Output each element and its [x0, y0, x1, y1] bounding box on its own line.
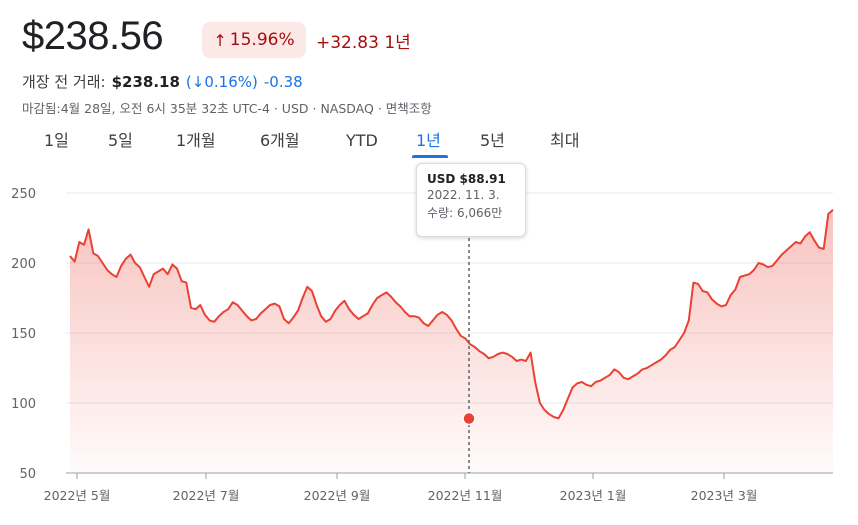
y-tick-label: 100 — [11, 397, 36, 412]
tooltip-date: 2022. 11. 3. — [427, 188, 500, 202]
premarket-row: 개장 전 거래: $238.18 (↓0.16%) -0.38 — [22, 71, 303, 92]
percent-change: 15.96% — [229, 30, 295, 50]
tooltip-price: USD $88.91 — [427, 172, 506, 186]
tab-5d[interactable]: 5일 — [108, 131, 133, 150]
premarket-percent: (↓0.16%) — [185, 73, 258, 91]
y-tick-label: 200 — [11, 257, 36, 272]
x-tick-label: 2023년 1월 — [560, 488, 627, 503]
premarket-label: 개장 전 거래: — [22, 73, 106, 91]
y-tick-label: 250 — [11, 187, 36, 202]
y-tick-label: 50 — [19, 467, 36, 482]
x-tick-label: 2022년 11월 — [428, 488, 503, 503]
x-tick-label: 2022년 5월 — [44, 488, 111, 503]
price-tooltip: USD $88.91 2022. 11. 3. 수량: 6,066만 — [416, 163, 526, 237]
tab-ytd[interactable]: YTD — [346, 131, 378, 150]
tab-1y[interactable]: 1년 — [412, 128, 448, 158]
cursor-point — [462, 411, 476, 426]
absolute-change: +32.83 1년 — [316, 33, 411, 53]
tab-5y[interactable]: 5년 — [480, 131, 505, 150]
premarket-change: -0.38 — [263, 73, 303, 91]
price-line — [69, 209, 834, 420]
tab-1d[interactable]: 1일 — [44, 131, 69, 150]
x-tick-label: 2023년 3월 — [691, 488, 758, 503]
x-tick-label: 2022년 7월 — [173, 488, 240, 503]
y-tick-label: 150 — [11, 327, 36, 342]
up-arrow-icon: ↑ — [213, 30, 227, 50]
price-area — [70, 209, 833, 474]
tab-1m[interactable]: 1개월 — [176, 131, 216, 150]
x-tick-label: 2022년 9월 — [304, 488, 371, 503]
market-status: 마감됨:4월 28일, 오전 6시 35분 32초 UTC-4 · USD · … — [22, 101, 432, 116]
percent-change-badge: ↑ 15.96% — [202, 22, 306, 58]
tab-6m[interactable]: 6개월 — [260, 131, 300, 150]
current-price: $238.56 — [22, 14, 164, 58]
range-tabs: 1일 5일 1개월 6개월 YTD 1년 5년 최대 — [22, 128, 590, 158]
tab-max[interactable]: 최대 — [550, 131, 580, 150]
tooltip-volume: 수량: 6,066만 — [427, 206, 503, 220]
premarket-price: $238.18 — [111, 73, 180, 91]
